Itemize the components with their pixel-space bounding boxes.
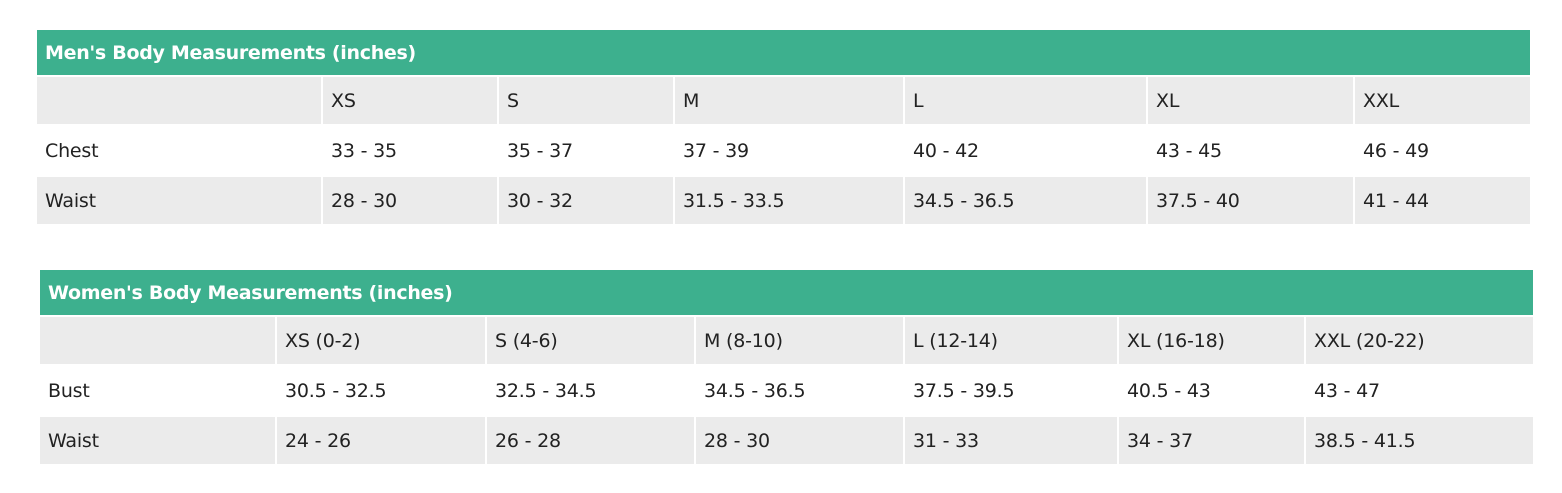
row-label: Bust xyxy=(48,379,90,402)
header-cell: S (4-6) xyxy=(487,317,694,364)
header-cell: XL xyxy=(1148,77,1353,124)
data-cell: 35 - 37 xyxy=(507,139,573,162)
data-cell: 38.5 - 41.5 xyxy=(1306,417,1533,464)
header-cell: L (12-14) xyxy=(905,317,1117,364)
header-cell: XXL xyxy=(1355,77,1530,124)
data-cell: 34 - 37 xyxy=(1119,417,1304,464)
table-title: Women's Body Measurements (inches) xyxy=(40,270,1533,315)
data-cell: 30.5 - 32.5 xyxy=(285,379,387,402)
data-cell: 34.5 - 36.5 xyxy=(704,379,806,402)
header-cell: M (8-10) xyxy=(696,317,903,364)
header-cell: XS (0-2) xyxy=(277,317,485,364)
data-cell: 40 - 42 xyxy=(913,139,979,162)
data-cell: 43 - 47 xyxy=(1314,379,1380,402)
row-label: Chest xyxy=(45,139,99,162)
header-cell: XXL (20-22) xyxy=(1306,317,1533,364)
data-cell: 31.5 - 33.5 xyxy=(675,177,903,224)
data-cell: 33 - 35 xyxy=(331,139,397,162)
header-cell xyxy=(40,317,275,364)
data-cell: 28 - 30 xyxy=(323,177,497,224)
row-label: Waist xyxy=(40,417,275,464)
header-cell: L xyxy=(905,77,1146,124)
data-cell: 37.5 - 40 xyxy=(1148,177,1353,224)
data-cell: 37.5 - 39.5 xyxy=(913,379,1015,402)
data-cell: 28 - 30 xyxy=(696,417,903,464)
data-cell: 46 - 49 xyxy=(1363,139,1429,162)
data-cell: 24 - 26 xyxy=(277,417,485,464)
data-cell: 41 - 44 xyxy=(1355,177,1530,224)
data-cell: 37 - 39 xyxy=(683,139,749,162)
data-cell: 30 - 32 xyxy=(499,177,673,224)
header-cell xyxy=(37,77,321,124)
header-cell: XL (16-18) xyxy=(1119,317,1304,364)
data-cell: 26 - 28 xyxy=(487,417,694,464)
data-cell: 34.5 - 36.5 xyxy=(905,177,1146,224)
data-cell: 40.5 - 43 xyxy=(1127,379,1211,402)
data-cell: 31 - 33 xyxy=(905,417,1117,464)
row-label: Waist xyxy=(37,177,321,224)
header-cell: S xyxy=(499,77,673,124)
data-cell: 43 - 45 xyxy=(1156,139,1222,162)
table-title: Men's Body Measurements (inches) xyxy=(37,30,1530,75)
data-cell: 32.5 - 34.5 xyxy=(495,379,597,402)
header-cell: XS xyxy=(323,77,497,124)
header-cell: M xyxy=(675,77,903,124)
